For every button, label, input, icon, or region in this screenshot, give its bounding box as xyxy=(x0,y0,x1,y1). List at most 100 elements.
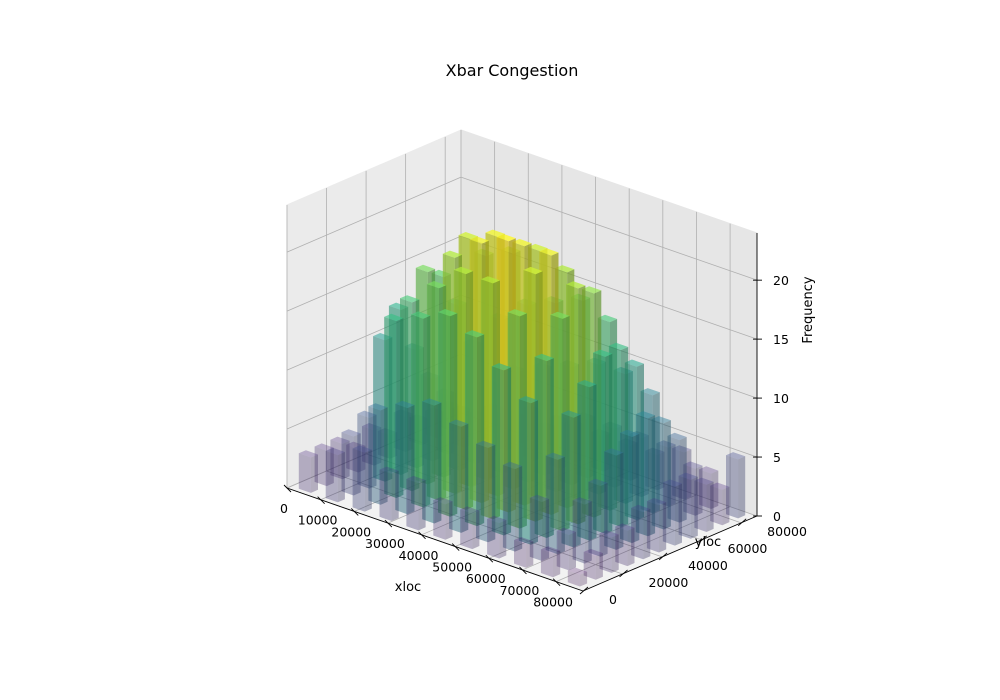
bar xyxy=(583,548,603,580)
bar-face-front xyxy=(362,426,375,466)
x-tick-label: 60000 xyxy=(466,571,506,586)
chart-title: Xbar Congestion xyxy=(446,61,579,80)
bar xyxy=(341,429,361,496)
bar-face-top xyxy=(593,349,613,357)
bar-face-front xyxy=(406,479,419,531)
bar xyxy=(726,452,746,519)
bar-face-top xyxy=(561,410,581,418)
bar xyxy=(683,461,703,516)
bar-face-top xyxy=(480,276,500,284)
y-tick-label: 60000 xyxy=(728,541,768,556)
bar-face-front xyxy=(514,540,527,568)
bar-face-top xyxy=(582,286,602,294)
bar xyxy=(615,523,635,567)
y-tick xyxy=(658,552,668,561)
bar xyxy=(545,452,565,555)
bar-face-top xyxy=(620,429,640,437)
bar-face-front xyxy=(662,482,675,546)
bar-face-top xyxy=(330,436,350,444)
bar xyxy=(678,472,698,539)
bar-face-side xyxy=(477,334,485,527)
bar xyxy=(620,429,640,544)
bar-face-top xyxy=(726,452,746,460)
bar-face-top xyxy=(458,232,478,240)
bar-face-side xyxy=(579,571,588,587)
bar-face-side xyxy=(342,440,350,480)
bar-face-top xyxy=(460,506,480,514)
bar-face-front xyxy=(368,406,381,505)
bar xyxy=(357,410,377,489)
bar xyxy=(529,494,550,561)
z-gridline-left xyxy=(286,235,462,312)
bar-face-side xyxy=(636,363,644,521)
bar-face-side xyxy=(450,313,458,517)
bar-face-front xyxy=(298,453,311,493)
bar-face-side xyxy=(648,415,656,537)
bar-face-side xyxy=(445,501,453,540)
bar-face-front xyxy=(449,422,462,533)
bar-face-front xyxy=(395,403,408,515)
x-tick xyxy=(552,578,561,586)
bar-face-front xyxy=(518,399,531,545)
x-tick-label: 30000 xyxy=(365,536,405,551)
bar xyxy=(379,466,399,521)
bar-face-side xyxy=(632,433,640,544)
bar-face-front xyxy=(656,443,669,507)
bar-face-front xyxy=(422,401,435,524)
bar-face-front xyxy=(373,336,386,482)
bar-face-top xyxy=(514,537,534,545)
bar-face-side xyxy=(380,407,388,505)
bar-face-top xyxy=(566,281,586,289)
bar-face-top xyxy=(469,236,489,244)
bar xyxy=(368,403,388,505)
bar-face-side xyxy=(611,534,619,573)
bar-face-front xyxy=(325,450,338,503)
bar-face-side xyxy=(369,414,377,489)
bar-face-front xyxy=(699,469,712,509)
y-tick-label: 40000 xyxy=(688,558,728,573)
z-gridline-left xyxy=(286,176,462,253)
bar-face-front xyxy=(672,448,685,500)
bar xyxy=(699,466,719,509)
z-tick-label: 0 xyxy=(773,509,781,524)
bar-face-top xyxy=(507,309,527,317)
bar-face-top xyxy=(442,250,462,258)
bar-face-front xyxy=(384,316,397,498)
bar-face-front xyxy=(545,455,558,555)
bar xyxy=(540,546,561,578)
bar-face-side xyxy=(668,444,676,507)
bar-face-top xyxy=(453,266,474,275)
bar-face-top xyxy=(572,497,592,505)
bar-face-top xyxy=(422,398,442,406)
bar-face-side xyxy=(326,447,334,487)
bar-face-top xyxy=(491,363,512,371)
z-tick-label: 15 xyxy=(773,332,789,347)
bar-face-side xyxy=(418,480,426,531)
bar-face-top xyxy=(395,400,415,409)
bar xyxy=(438,309,458,517)
bar-face-top xyxy=(464,330,485,338)
bar-face-front xyxy=(464,333,477,527)
x-gridline-floor xyxy=(522,494,697,571)
axes: 0100002000030000400005000060000700008000… xyxy=(280,233,807,610)
bar xyxy=(656,440,676,507)
bar xyxy=(325,447,345,503)
bar-face-top xyxy=(449,419,469,427)
bar-face-side xyxy=(674,483,682,546)
bar-face-side xyxy=(595,553,603,580)
bar-face-top xyxy=(662,479,682,487)
bar xyxy=(514,537,534,568)
z-gridline-back xyxy=(460,176,758,281)
bar xyxy=(464,330,485,527)
bar-face-top xyxy=(415,264,436,273)
bar-face-front xyxy=(588,481,601,557)
bar-face-front xyxy=(583,551,596,580)
bar xyxy=(395,400,415,515)
bar-face-top xyxy=(597,314,618,323)
bar-face-side xyxy=(706,481,714,532)
bar-face-top xyxy=(556,527,576,535)
x-tick xyxy=(283,484,292,493)
bars xyxy=(298,229,746,587)
bar xyxy=(406,475,426,531)
